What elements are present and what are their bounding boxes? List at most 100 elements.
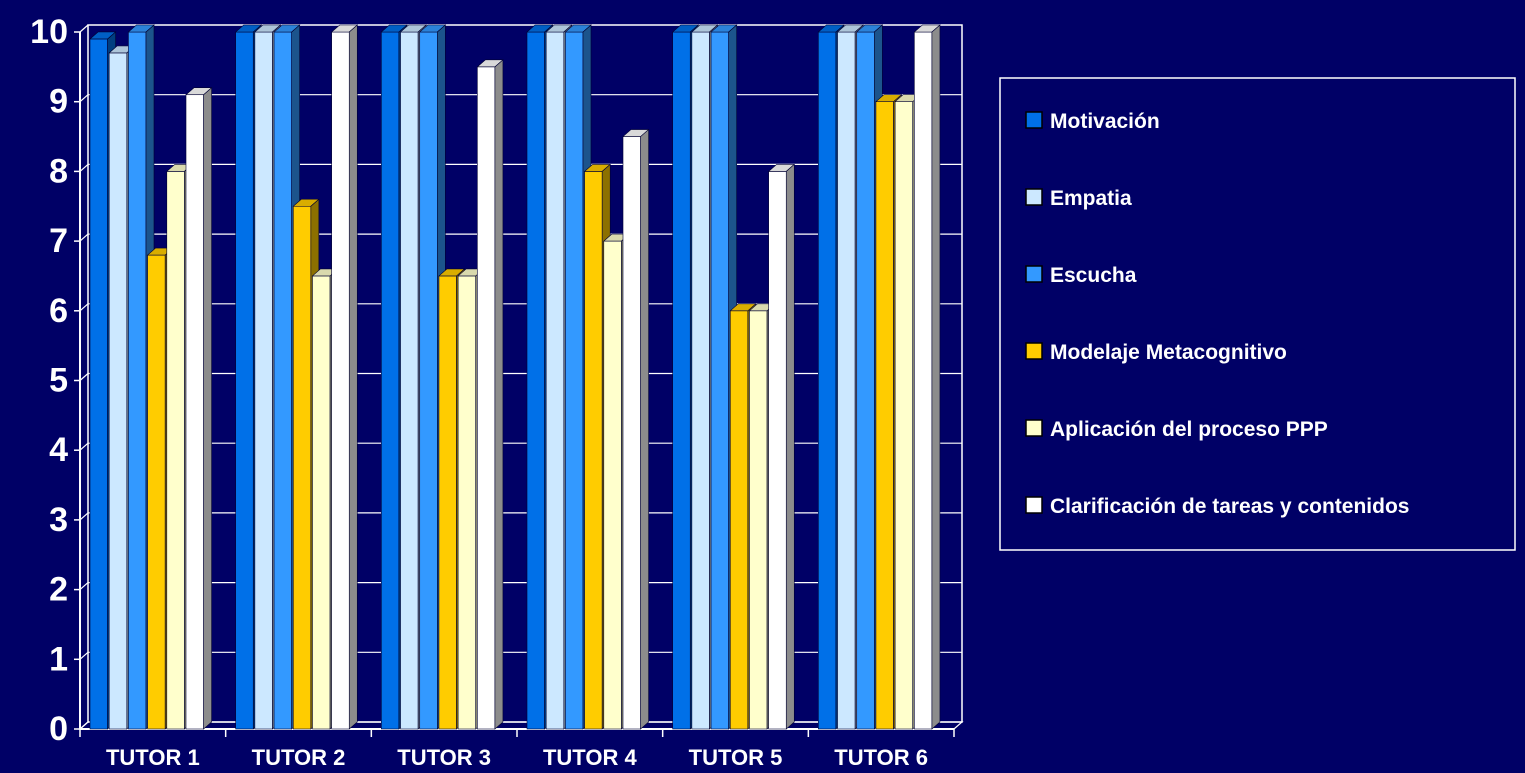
legend-swatch (1025, 111, 1043, 129)
bar-front (331, 31, 350, 730)
bar-side (640, 128, 649, 730)
bar-front (419, 31, 438, 730)
bar-front (856, 31, 875, 730)
x-tick-label: TUTOR 6 (834, 745, 928, 770)
bar-front (438, 275, 457, 730)
bar-front (914, 31, 933, 730)
bar-front (400, 31, 419, 730)
bar-front (457, 275, 477, 730)
bar-front (672, 31, 691, 730)
bar-side (931, 24, 941, 730)
y-tick-label: 8 (49, 152, 68, 190)
legend-item: Aplicación del proceso PPP (1025, 418, 1328, 441)
bar-front (875, 101, 894, 730)
bar-front (584, 171, 603, 730)
x-tick-label: TUTOR 2 (252, 745, 346, 770)
bar-front (166, 171, 185, 730)
x-tick-label: TUTOR 1 (106, 745, 200, 770)
y-tick-label: 5 (49, 362, 68, 400)
bar-front (710, 31, 729, 730)
side-wall-gridline (79, 303, 89, 312)
legend-item: Modelaje Metacognitivo (1025, 341, 1287, 364)
bar-front (312, 275, 331, 730)
x-tick-label: TUTOR 5 (689, 745, 783, 770)
axes (74, 31, 964, 737)
side-wall-gridline (79, 512, 89, 521)
side-wall-gridline (79, 582, 89, 591)
x-tick-labels: TUTOR 1 TUTOR 2 TUTOR 3 TUTOR 4 TUTOR 5 TUTOR… (106, 745, 928, 770)
side-wall-gridline (79, 163, 89, 172)
side-wall-gridline (79, 651, 89, 660)
bar-front (565, 31, 584, 730)
x-tick-label: TUTOR 4 (543, 745, 637, 770)
bar-front (894, 101, 914, 730)
bar-front (254, 31, 273, 730)
legend-item: Empatia (1025, 187, 1132, 210)
y-tick-label: 3 (49, 501, 68, 539)
bar-front (749, 310, 768, 730)
legend-label: Clarificación de tareas y contenidos (1050, 495, 1409, 518)
bar-front (128, 31, 147, 730)
bar-front (603, 240, 622, 730)
bar (330, 24, 359, 730)
bar-front (147, 254, 166, 730)
y-tick-labels: 0 1 2 3 4 5 6 7 8 9 10 (30, 13, 68, 748)
side-wall-gridline (79, 442, 89, 451)
y-tick-label: 1 (49, 640, 68, 678)
bar-side (785, 163, 795, 730)
legend-label: Empatia (1050, 187, 1132, 210)
bars (89, 24, 941, 730)
x-tick-label: TUTOR 3 (397, 745, 491, 770)
bar-front (108, 52, 128, 730)
legend-swatch (1025, 342, 1043, 360)
bar-front (837, 31, 856, 730)
bar-front (292, 205, 312, 730)
bar-front (89, 38, 108, 730)
legend-swatch (1025, 496, 1043, 514)
bar-front (691, 31, 710, 730)
y-tick-label: 7 (49, 222, 68, 260)
side-wall-gridline (79, 94, 89, 103)
bar (476, 59, 504, 730)
legend-swatch (1025, 188, 1043, 206)
bar-front (185, 94, 204, 730)
legend-box (999, 77, 1516, 551)
side-wall-gridline (79, 233, 89, 242)
legend-item: Clarificación de tareas y contenidos (1025, 495, 1409, 518)
legend-swatch (1025, 419, 1043, 437)
bar (185, 87, 213, 730)
legend-label: Motivación (1050, 110, 1160, 133)
y-tick-label: 9 (49, 83, 68, 121)
y-tick-label: 4 (49, 431, 68, 469)
bar-front (235, 31, 254, 730)
bar-front (729, 310, 749, 730)
legend-swatch (1025, 265, 1043, 283)
bar-front (273, 31, 292, 730)
y-tick-label: 2 (49, 571, 68, 609)
legend-item: Escucha (1025, 264, 1137, 287)
legend-label: Aplicación del proceso PPP (1050, 418, 1328, 441)
legend-label: Escucha (1050, 264, 1137, 287)
bar-front (545, 31, 565, 730)
legend-item: Motivación (1025, 110, 1160, 133)
bar-front (526, 31, 545, 730)
bar-front (477, 66, 496, 730)
bar-front (622, 136, 641, 730)
bar (913, 24, 941, 730)
bar-front (818, 31, 837, 730)
bar (767, 163, 796, 730)
y-tick-label: 6 (49, 292, 68, 330)
bar-side (348, 24, 358, 730)
bar-side (494, 59, 504, 730)
legend-label: Modelaje Metacognitivo (1050, 341, 1287, 364)
bar (622, 128, 650, 730)
y-tick-label: 10 (30, 13, 68, 51)
bar-front (381, 31, 400, 730)
side-wall-gridline (79, 24, 89, 33)
legend: Motivación Empatia Escucha Modelaje Metacog… (999, 77, 1516, 551)
bar-side (203, 87, 212, 730)
side-wall-gridline (79, 373, 89, 381)
bar-front (768, 171, 787, 730)
y-tick-label: 0 (49, 710, 68, 748)
